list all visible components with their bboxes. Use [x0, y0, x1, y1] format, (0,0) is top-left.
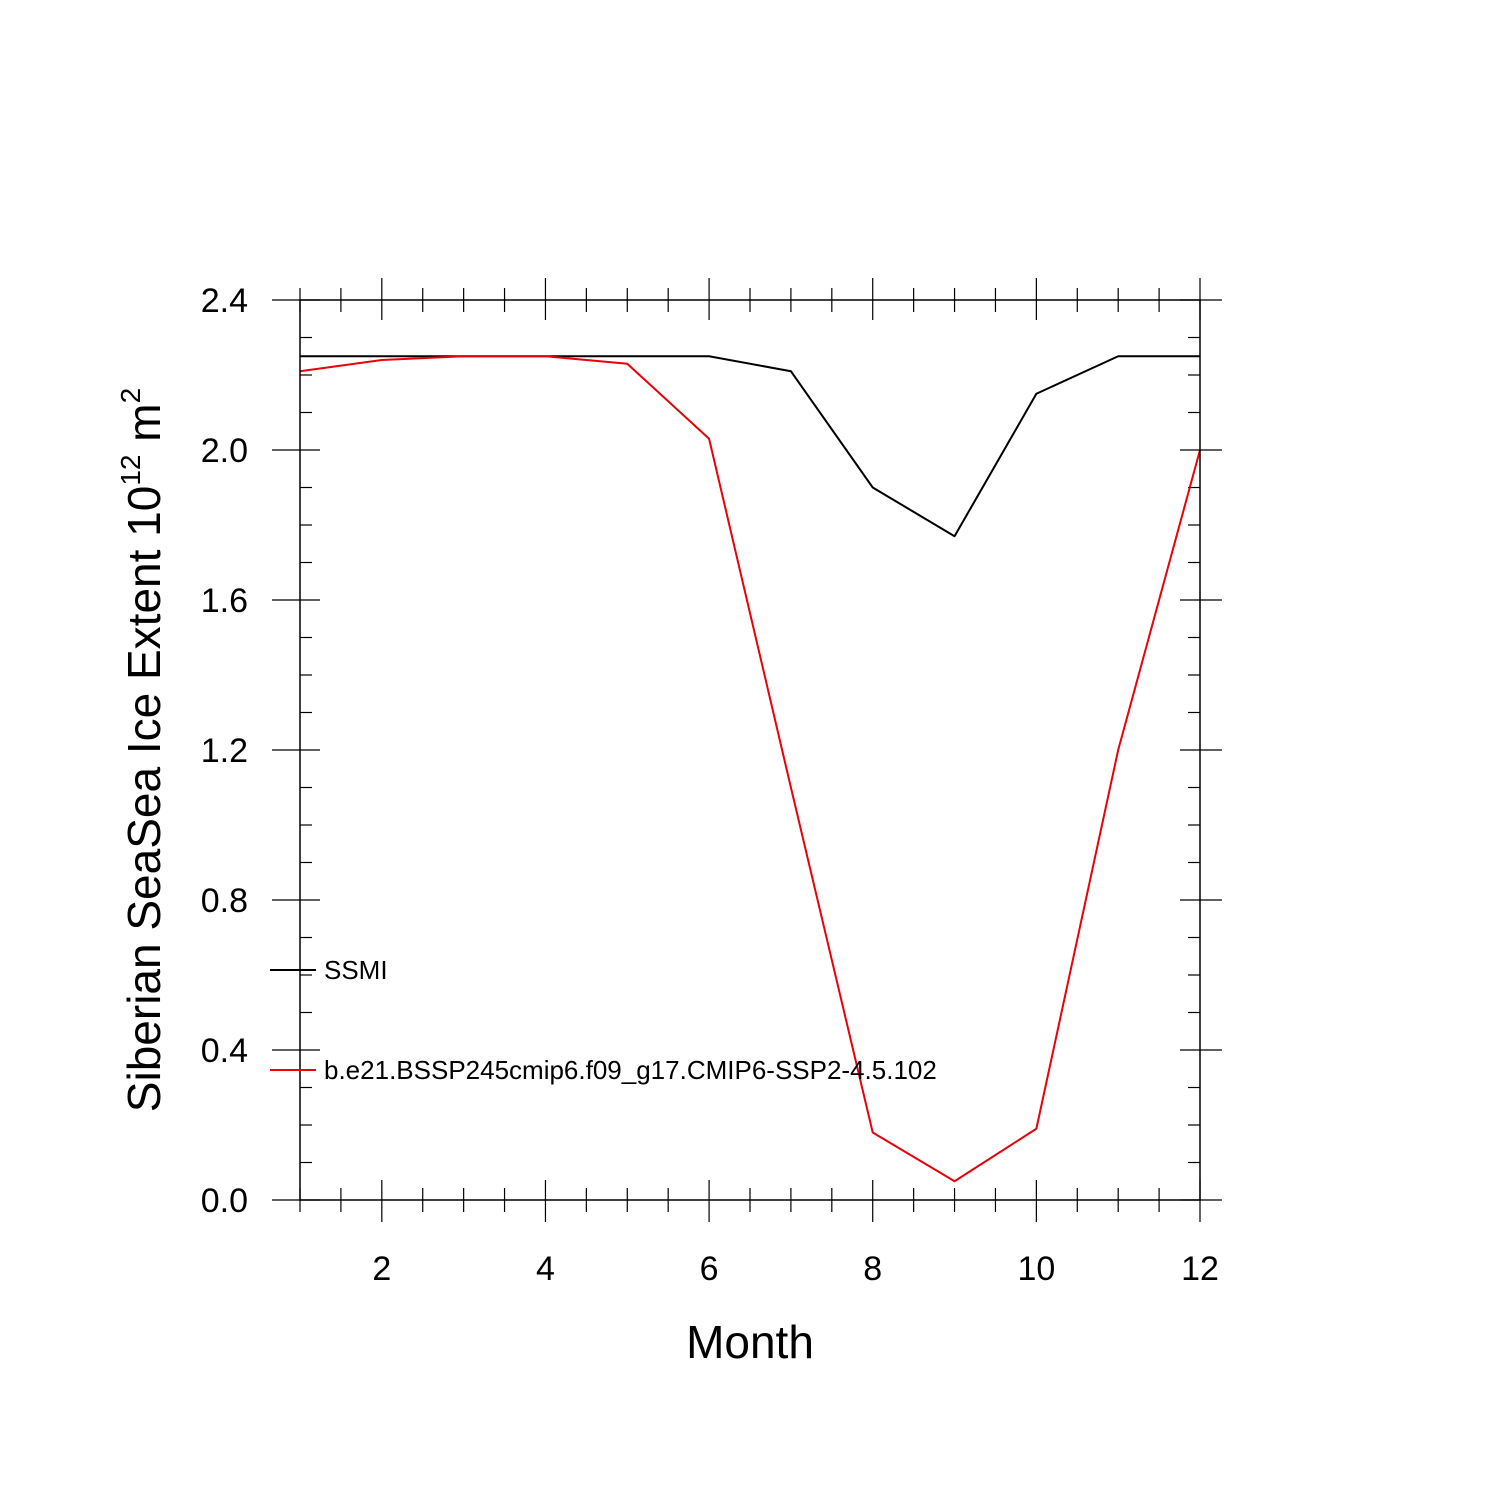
y-tick-label: 2.0	[201, 432, 248, 470]
x-tick-label: 8	[863, 1250, 882, 1288]
x-tick-label: 4	[536, 1250, 555, 1288]
series-line-ssmi	[300, 355, 1200, 538]
y-tick-labels: 0.0 0.4 0.8 1.2 1.6 2.0 2.4	[201, 282, 248, 1220]
legend: SSMI b.e21.BSSP245cmip6.f09_g17.CMIP6-SS…	[270, 955, 937, 1085]
x-axis-title: Month	[686, 1316, 814, 1368]
y-tick-label: 0.4	[201, 1032, 248, 1070]
legend-label-model: b.e21.BSSP245cmip6.f09_g17.CMIP6-SSP2-4.…	[324, 1055, 937, 1085]
legend-label-ssmi: SSMI	[324, 955, 388, 985]
series-lines	[299, 355, 1201, 1183]
plot-frame	[299, 299, 1201, 1201]
x-tick-label: 2	[372, 1250, 391, 1288]
x-tick-labels: 2 4 6 8 10 12	[372, 1250, 1219, 1288]
y-tick-label: 1.6	[201, 582, 248, 620]
y-tick-label: 1.2	[201, 732, 248, 770]
x-tick-label: 10	[1017, 1250, 1055, 1288]
x-tick-label: 12	[1181, 1250, 1219, 1288]
y-tick-label: 0.8	[201, 882, 248, 920]
y-tick-label: 0.0	[201, 1182, 248, 1220]
y-tick-label: 2.4	[201, 282, 248, 320]
x-tick-label: 6	[700, 1250, 719, 1288]
y-axis-title: Siberian SeaSea Ice Extent 1012 m2	[115, 388, 170, 1112]
series-line-model	[299, 355, 1201, 1183]
